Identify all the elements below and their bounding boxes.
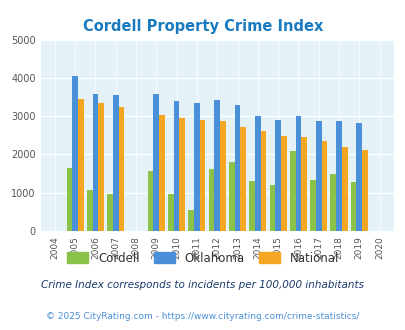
Bar (240, 127, 245, 231)
Bar (159, 115, 164, 231)
Bar (280, 136, 286, 231)
Bar (228, 162, 234, 231)
Bar (356, 123, 361, 231)
Bar (147, 171, 153, 231)
Bar (118, 107, 124, 231)
Bar (350, 182, 356, 231)
Bar (194, 103, 199, 231)
Bar (153, 94, 159, 231)
Bar (107, 194, 113, 231)
Bar (361, 150, 367, 231)
Bar (269, 185, 275, 231)
Bar (234, 105, 240, 231)
Bar (173, 101, 179, 231)
Bar (220, 121, 225, 231)
Bar (295, 116, 301, 231)
Bar (321, 141, 326, 231)
Bar (72, 76, 78, 231)
Bar (98, 103, 104, 231)
Bar (199, 120, 205, 231)
Bar (92, 94, 98, 231)
Bar (341, 147, 347, 231)
Bar (315, 121, 321, 231)
Bar (330, 174, 335, 231)
Text: Cordell Property Crime Index: Cordell Property Crime Index (83, 19, 322, 34)
Bar (113, 95, 118, 231)
Bar (275, 120, 280, 231)
Bar (168, 194, 173, 231)
Bar (87, 190, 92, 231)
Text: © 2025 CityRating.com - https://www.cityrating.com/crime-statistics/: © 2025 CityRating.com - https://www.city… (46, 312, 359, 321)
Text: Crime Index corresponds to incidents per 100,000 inhabitants: Crime Index corresponds to incidents per… (41, 280, 364, 290)
Bar (78, 99, 83, 231)
Bar (309, 180, 315, 231)
Bar (289, 151, 295, 231)
Bar (214, 100, 220, 231)
Bar (179, 118, 185, 231)
Bar (208, 169, 214, 231)
Legend: Cordell, Oklahoma, National: Cordell, Oklahoma, National (62, 247, 343, 269)
Bar (249, 181, 254, 231)
Bar (301, 137, 306, 231)
Bar (188, 210, 194, 231)
Bar (254, 116, 260, 231)
Bar (66, 168, 72, 231)
Bar (260, 131, 266, 231)
Bar (335, 121, 341, 231)
